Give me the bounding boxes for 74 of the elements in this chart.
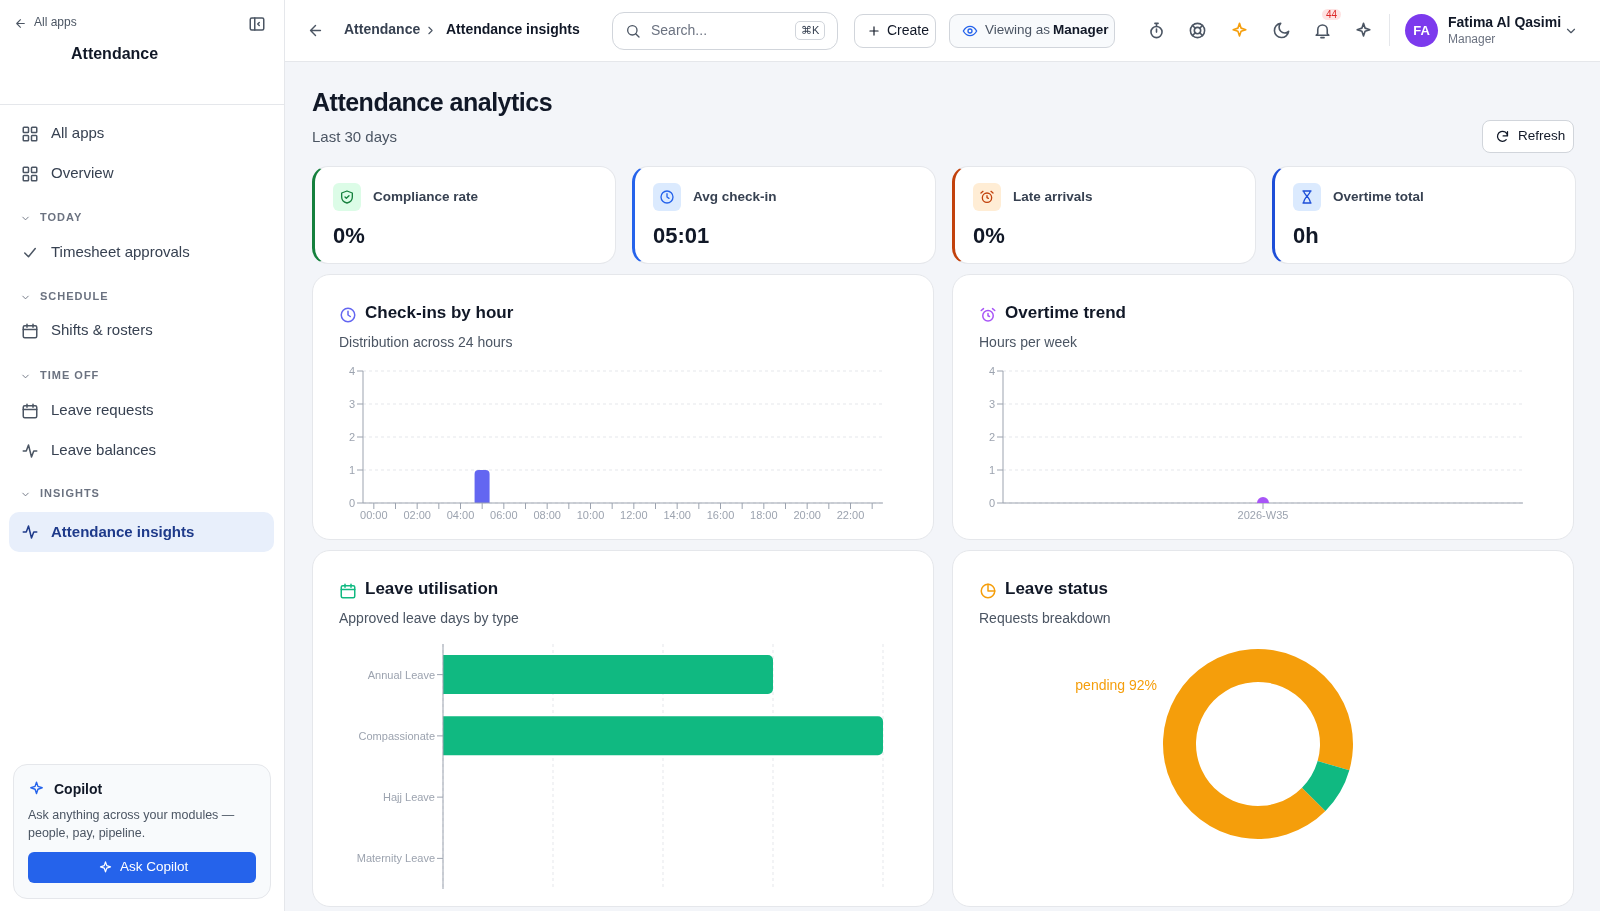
- text: Timesheet approvals: [51, 243, 190, 260]
- x-tick-label: 00:00: [360, 508, 388, 521]
- text: Refresh: [1518, 128, 1566, 143]
- y-tick-label: 2: [988, 430, 995, 443]
- text: Fatima Al Qasimi: [1448, 14, 1562, 30]
- text: Viewing as: [985, 22, 1051, 37]
- text: Late arrivals: [1013, 189, 1093, 204]
- text: Leave requests: [51, 401, 154, 418]
- y-tick-label: 4: [988, 364, 995, 377]
- y-tick-label: 0: [348, 496, 355, 509]
- x-tick-label: 08:00: [533, 508, 561, 521]
- text: INSIGHTS: [40, 487, 100, 499]
- text: Attendance: [71, 45, 159, 63]
- text: 0%: [333, 223, 365, 249]
- text: TODAY: [40, 211, 83, 223]
- text: 44: [1322, 9, 1342, 20]
- chart-title: Overtime trend: [1005, 303, 1126, 323]
- x-tick-label: 12:00: [620, 508, 648, 521]
- x-tick-label: 10:00: [576, 508, 605, 521]
- x-tick-label: 16:00: [706, 508, 735, 521]
- text: Attendance analytics: [312, 88, 553, 117]
- text: Compliance rate: [373, 189, 479, 204]
- text: 05:01: [653, 223, 710, 249]
- text: Leave balances: [51, 441, 157, 458]
- x-tick-label: 18:00: [750, 508, 778, 521]
- text: 0%: [973, 223, 1005, 249]
- text: ⌘K: [795, 21, 826, 40]
- x-tick-label: 04:00: [446, 508, 475, 521]
- y-tick-label: Compassionate: [358, 729, 435, 742]
- text: Create: [887, 22, 930, 38]
- slice-label: pending 92%: [1075, 676, 1158, 693]
- text: Shifts & rosters: [51, 321, 153, 338]
- text: Attendance insights: [446, 21, 580, 37]
- y-tick-label: Annual Leave: [367, 668, 435, 681]
- y-tick-label: 4: [348, 364, 355, 377]
- y-tick-label: 0: [988, 496, 995, 509]
- chart-title: Leave status: [1005, 579, 1108, 599]
- chart-subtitle: Approved leave days by type: [339, 610, 519, 626]
- y-tick-label: 2: [348, 430, 355, 443]
- text: Overview: [51, 164, 114, 181]
- text: Copilot: [54, 781, 103, 797]
- text: Ask Copilot: [120, 859, 189, 874]
- y-tick-label: 1: [988, 463, 995, 476]
- chart-subtitle: Hours per week: [979, 334, 1078, 350]
- x-tick-label: 2026-W35: [1237, 508, 1289, 521]
- text: Manager: [1448, 32, 1496, 46]
- text: All apps: [51, 124, 105, 141]
- y-tick-label: 3: [988, 397, 995, 410]
- text: Last 30 days: [312, 128, 398, 145]
- text: All apps: [34, 15, 77, 29]
- y-tick-label: Hajj Leave: [383, 791, 435, 804]
- x-tick-label: 14:00: [663, 508, 691, 521]
- y-tick-label: Maternity Leave: [356, 852, 435, 865]
- text: Overtime total: [1333, 189, 1424, 204]
- chart-title: Check-ins by hour: [365, 303, 514, 323]
- y-tick-label: 3: [348, 397, 355, 410]
- y-tick-label: 1: [348, 463, 355, 476]
- text: Ask anything across your modules — people, pay, pipeline.: [28, 807, 236, 842]
- text: Attendance: [344, 21, 421, 37]
- text: Avg check-in: [693, 189, 777, 204]
- avatar-circle: FA: [1405, 14, 1438, 47]
- text: Manager: [1053, 22, 1109, 37]
- text: TIME OFF: [40, 369, 100, 381]
- chart-subtitle: Distribution across 24 hours: [339, 334, 513, 350]
- text: Search...: [651, 22, 708, 38]
- x-tick-label: 20:00: [793, 508, 821, 521]
- chart-subtitle: Requests breakdown: [979, 610, 1111, 626]
- text: Attendance insights: [51, 523, 195, 540]
- x-tick-label: 06:00: [490, 508, 518, 521]
- text: 0h: [1293, 223, 1319, 249]
- x-tick-label: 02:00: [403, 508, 431, 521]
- chart-title: Leave utilisation: [365, 579, 499, 599]
- x-tick-label: 22:00: [836, 508, 865, 521]
- text: SCHEDULE: [40, 290, 109, 302]
